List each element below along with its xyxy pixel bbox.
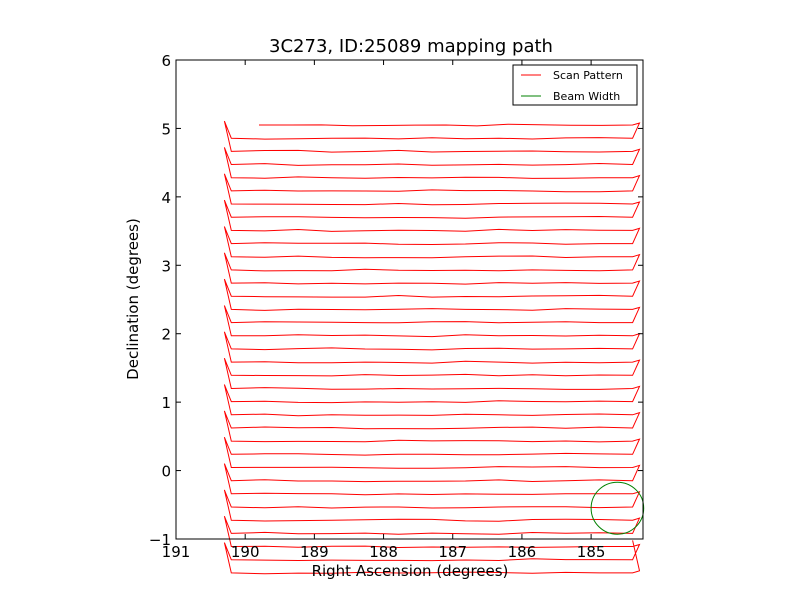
x-tick-label: 185 <box>577 543 606 561</box>
y-tick-label: 6 <box>161 52 171 70</box>
legend: Scan Pattern Beam Width <box>512 64 638 106</box>
x-tick-label: 189 <box>300 543 329 561</box>
y-tick-label: 3 <box>161 257 171 275</box>
legend-box <box>512 64 638 106</box>
legend-label-beam: Beam Width <box>553 90 620 103</box>
y-axis-label: Declination (degrees) <box>124 218 142 380</box>
scan-pattern-line <box>223 120 641 575</box>
y-tick-label: −1 <box>149 531 171 549</box>
plot-frame <box>175 59 644 540</box>
y-tick-label: 4 <box>161 189 171 207</box>
x-tick-label: 190 <box>231 543 260 561</box>
chart-title: 3C273, ID:25089 mapping path <box>269 36 553 57</box>
y-tick-label: 5 <box>161 120 171 138</box>
x-tick-label: 186 <box>508 543 537 561</box>
x-tick-label: 187 <box>438 543 467 561</box>
x-tick-label: 188 <box>369 543 398 561</box>
y-tick-label: 2 <box>161 326 171 344</box>
beam-width-circle <box>590 481 645 535</box>
y-tick-label: 1 <box>161 394 171 412</box>
x-axis-label: Right Ascension (degrees) <box>312 562 509 580</box>
y-tick-label: 0 <box>161 463 171 481</box>
legend-label-scan: Scan Pattern <box>553 69 623 82</box>
x-tick-label: 191 <box>162 543 191 561</box>
